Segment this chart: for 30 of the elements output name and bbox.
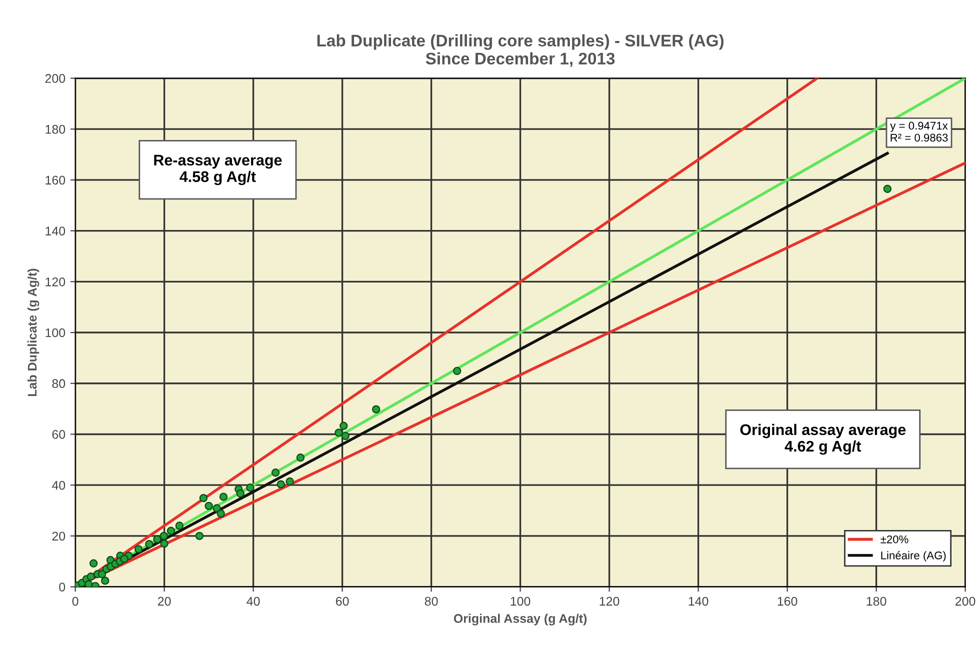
y-tick-label: 20	[52, 532, 66, 541]
y-tick-label: 120	[46, 277, 66, 286]
annotation: Original assay average 4.62 g Ag/t	[740, 424, 906, 455]
x-tick-label: 80	[424, 596, 438, 606]
y-axis-title: Lab Duplicate (g Ag/t)	[27, 268, 40, 396]
x-tick-label: 160	[778, 596, 798, 606]
y-tick-label: 160	[46, 176, 66, 185]
chart-title: Lab Duplicate (Drilling core samples) - SILVER (AG) Since December 1, 2013	[317, 34, 724, 67]
legend-label: ±20%	[880, 535, 908, 544]
y-tick-label: 200	[45, 74, 66, 83]
x-axis-title: Original Assay (g Ag/t)	[454, 614, 587, 626]
y-tick-label: 100	[46, 328, 66, 338]
x-tick-label: 180	[866, 596, 886, 606]
x-tick-label: 100	[510, 596, 530, 606]
y-tick-label: 40	[52, 480, 66, 490]
x-tick-label: 0	[72, 596, 78, 606]
legend-label: Linéaire (AG)	[881, 551, 946, 562]
x-tick-label: 120	[600, 596, 620, 606]
y-tick-label: 140	[46, 226, 66, 236]
y-tick-label: 180	[46, 124, 66, 134]
x-tick-label: 140	[688, 596, 708, 606]
x-tick-label: 20	[158, 596, 171, 606]
y-tick-label: 0	[59, 582, 66, 592]
x-tick-label: 200	[955, 596, 976, 606]
y-tick-label: 60	[52, 430, 66, 439]
annotation: y = 0.9471x R² = 0.9863	[890, 122, 948, 142]
annotation: Re-assay average 4.58 g Ag/t	[154, 154, 282, 186]
x-tick-label: 60	[336, 596, 349, 606]
x-tick-label: 40	[246, 596, 260, 606]
y-tick-label: 80	[52, 379, 66, 388]
